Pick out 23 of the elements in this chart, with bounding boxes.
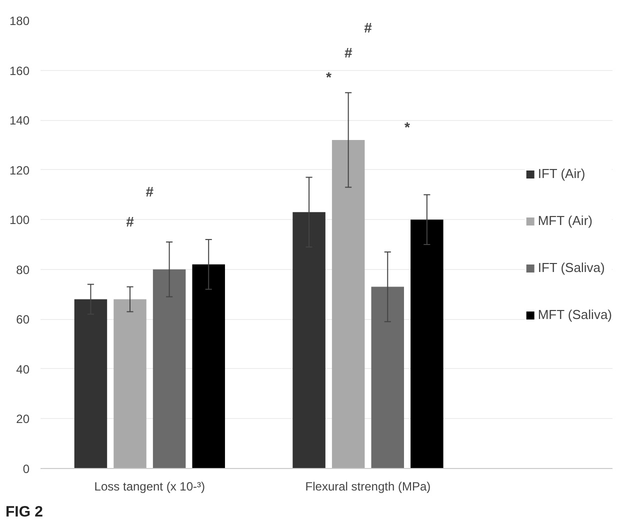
annotation: # <box>364 19 372 36</box>
annotation: # <box>146 184 154 200</box>
legend-label: MFT (Saliva) <box>538 307 612 322</box>
x-tick-label: Flexural strength (MPa) <box>305 480 431 494</box>
annotation: # <box>344 44 352 60</box>
annotation: * <box>404 118 411 135</box>
y-tick-label: 20 <box>16 412 30 426</box>
legend-label: MFT (Air) <box>538 213 592 228</box>
y-tick-label: 120 <box>9 163 30 178</box>
x-tick-label: Loss tangent (x 10-³) <box>94 480 206 494</box>
caption: FIG 2 <box>6 504 44 520</box>
y-tick-label: 0 <box>22 462 30 476</box>
annotation: * <box>326 69 332 86</box>
y-tick-label: 100 <box>9 213 30 228</box>
legend-label: IFT (Saliva) <box>538 260 605 275</box>
y-tick-label: 40 <box>16 362 30 376</box>
y-tick-label: 60 <box>16 312 30 327</box>
legend-label: IFT (Air) <box>538 166 586 181</box>
y-tick-label: 80 <box>16 262 30 277</box>
y-tick-label: 160 <box>9 64 30 78</box>
y-tick-label: 180 <box>9 14 30 28</box>
y-tick-label: 140 <box>9 114 30 128</box>
annotation: # <box>126 214 134 230</box>
